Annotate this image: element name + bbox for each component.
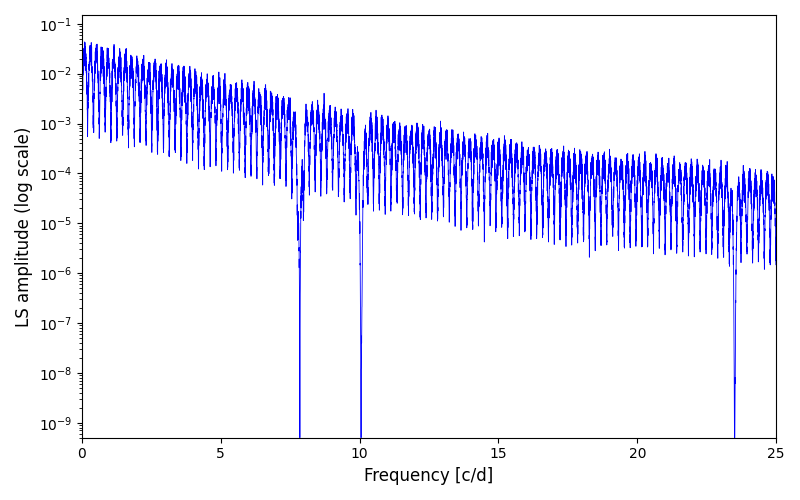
Y-axis label: LS amplitude (log scale): LS amplitude (log scale) [15, 126, 33, 326]
X-axis label: Frequency [c/d]: Frequency [c/d] [364, 467, 494, 485]
